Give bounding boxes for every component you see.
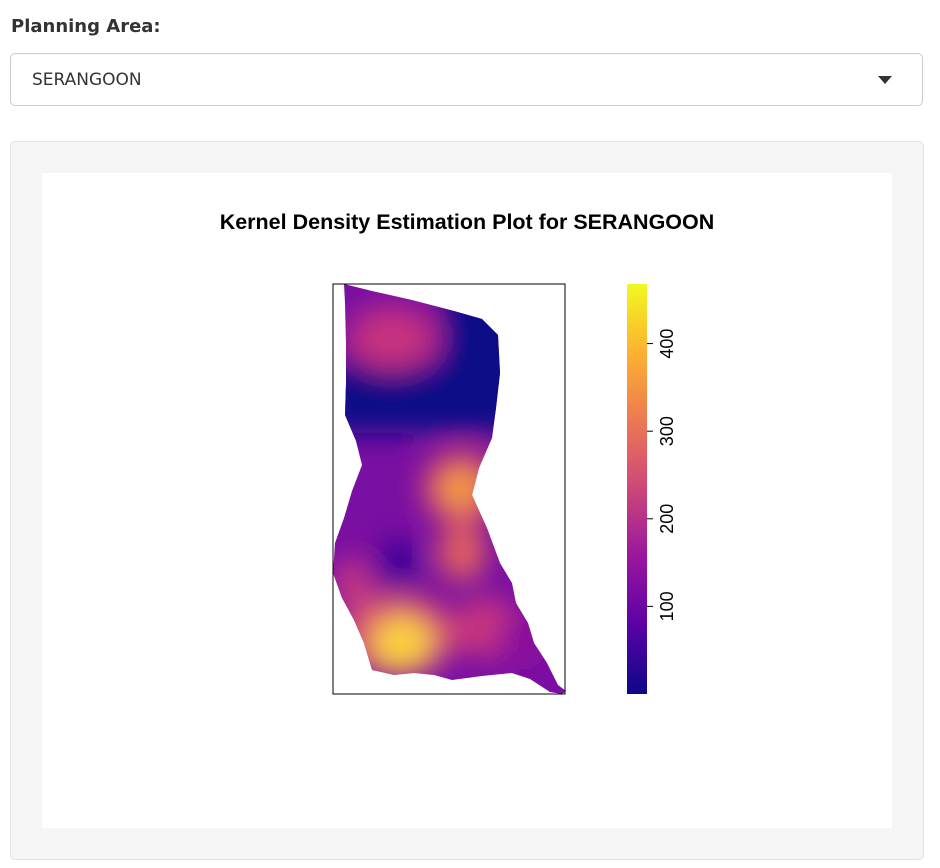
plot-frame	[332, 283, 566, 695]
planning-area-select[interactable]: SERANGOON	[10, 53, 923, 106]
planning-area-label: Planning Area:	[11, 16, 161, 37]
colorbar	[627, 284, 647, 694]
colorbar-tick-label: 100	[657, 591, 677, 621]
colorbar-tick-label: 400	[657, 329, 677, 359]
kde-plot-svg: 100 200 300 400	[332, 283, 677, 695]
colorbar-tick-label: 200	[657, 504, 677, 534]
colorbar-tick-label: 300	[657, 416, 677, 446]
kde-plot: Kernel Density Estimation Plot for SERAN…	[42, 173, 892, 828]
plot-title: Kernel Density Estimation Plot for SERAN…	[219, 210, 715, 234]
density-surface	[333, 284, 566, 694]
chevron-down-icon[interactable]	[878, 76, 892, 84]
colorbar-ticks: 100 200 300 400	[647, 329, 677, 621]
planning-area-selected-value: SERANGOON	[32, 70, 142, 90]
